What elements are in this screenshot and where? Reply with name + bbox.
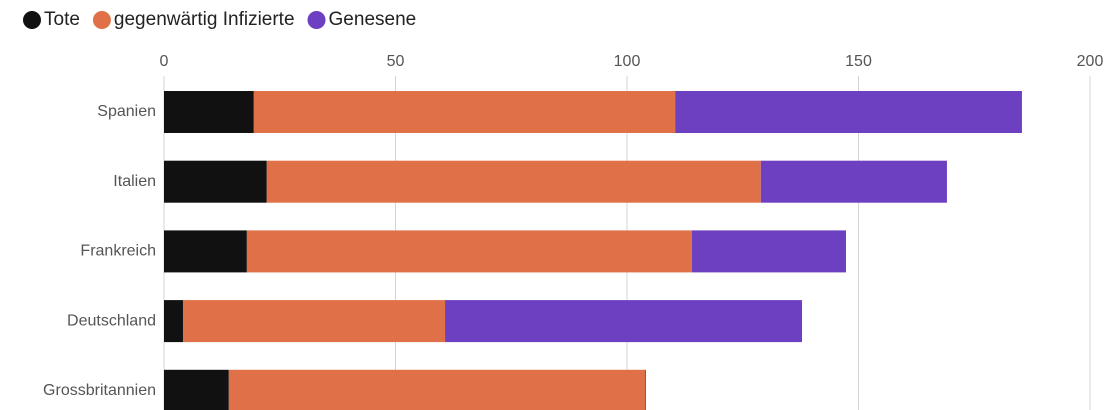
bar-segment <box>266 160 761 203</box>
category-label: Italien <box>113 173 156 190</box>
category-label: Spanien <box>97 103 156 120</box>
bar-segment <box>164 91 254 133</box>
bar-segment <box>253 91 676 133</box>
legend-label: Genesene <box>329 9 417 30</box>
bar-segment <box>691 230 846 273</box>
legend-swatch <box>92 11 111 29</box>
category-label: Grossbritannien <box>43 382 156 399</box>
bar-segment <box>675 91 1022 133</box>
x-tick-label: 150 <box>845 53 872 70</box>
category-label: Frankreich <box>80 243 156 260</box>
x-tick-label: 100 <box>614 53 641 70</box>
x-tick-label: 0 <box>160 53 169 70</box>
bar-segment <box>164 300 183 343</box>
bar-segment <box>164 160 267 203</box>
category-label: Deutschland <box>67 312 156 329</box>
legend-label: Tote <box>44 9 80 30</box>
legend-label: gegenwärtig Infizierte <box>114 9 295 30</box>
bar-segment <box>182 300 446 343</box>
legend-swatch <box>307 11 326 29</box>
bar-segment <box>445 300 803 343</box>
bar-segment <box>246 230 692 273</box>
bar-segment <box>760 160 947 203</box>
x-tick-label: 50 <box>387 53 405 70</box>
bar-segment <box>228 369 646 410</box>
legend-swatch <box>23 11 41 29</box>
bar-segment <box>645 369 646 410</box>
x-tick-label: 200 <box>1077 53 1104 70</box>
bar-segment <box>164 230 247 273</box>
bar-segment <box>164 369 229 410</box>
